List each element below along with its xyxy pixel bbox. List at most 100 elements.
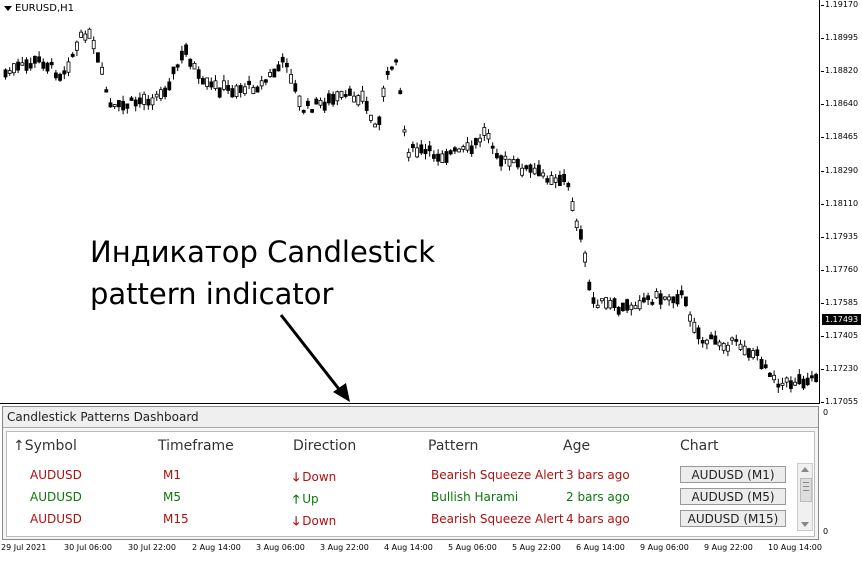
price-tick: 1.17935	[820, 231, 859, 241]
candle	[394, 58, 399, 66]
candle	[142, 91, 147, 111]
candle	[633, 301, 638, 310]
row-direction: 🡓 Down	[293, 468, 336, 489]
candle	[179, 45, 184, 64]
candle	[612, 297, 617, 311]
candle	[91, 36, 96, 54]
candle	[759, 356, 764, 370]
candle	[637, 295, 642, 311]
header-pattern[interactable]: Pattern	[428, 438, 479, 454]
candle	[814, 372, 818, 383]
header-symbol[interactable]: ↑Symbol	[13, 438, 77, 454]
candle	[499, 154, 504, 171]
candle	[755, 346, 760, 361]
candle	[322, 97, 327, 113]
price-tick: 1.18290	[820, 165, 859, 175]
dropdown-triangle-icon[interactable]	[4, 5, 12, 11]
time-tick: 29 Jul 2021	[1, 543, 47, 552]
candle	[574, 218, 579, 232]
open-chart-button[interactable]: AUDUSD (M5)	[680, 488, 786, 505]
candle	[238, 83, 243, 98]
candle	[700, 336, 705, 348]
candle	[104, 86, 109, 93]
candle	[524, 164, 529, 172]
open-chart-button[interactable]: AUDUSD (M1)	[680, 466, 786, 483]
time-tick: 30 Jul 22:00	[128, 543, 176, 552]
candle	[381, 85, 386, 102]
candle	[679, 285, 684, 299]
candle	[373, 122, 378, 128]
candle	[747, 347, 751, 361]
candle	[532, 162, 537, 176]
candle	[196, 66, 201, 84]
header-direction[interactable]: Direction	[293, 438, 357, 454]
candle	[427, 140, 432, 157]
candle	[494, 148, 499, 160]
candle	[356, 94, 361, 107]
candle	[772, 370, 776, 384]
candle	[326, 90, 331, 106]
candle	[751, 347, 755, 360]
candle	[389, 65, 394, 71]
candle	[452, 146, 457, 155]
header-chart[interactable]: Chart	[680, 438, 719, 454]
candle	[205, 77, 210, 90]
time-axis[interactable]: 29 Jul 2021 30 Jul 06:00 30 Jul 22:00 2 Aug…	[0, 541, 862, 562]
candle	[20, 56, 25, 66]
symbol-label[interactable]: EURUSD,H1	[4, 3, 74, 14]
candle	[591, 292, 596, 308]
candle	[276, 61, 281, 72]
header-timeframe[interactable]: Timeframe	[158, 438, 234, 454]
candle	[343, 90, 348, 99]
scroll-down-icon[interactable]	[801, 522, 809, 527]
candle	[247, 75, 252, 90]
candle	[406, 148, 411, 162]
price-tick: 1.17760	[820, 264, 859, 274]
scroll-up-icon[interactable]	[801, 467, 809, 472]
candle	[242, 83, 247, 96]
candle	[667, 293, 671, 306]
candle	[175, 63, 180, 72]
candle	[70, 52, 75, 58]
candle	[457, 147, 462, 153]
price-chart[interactable]: EURUSD,H1	[0, 0, 820, 404]
candle	[570, 197, 575, 212]
candle	[742, 340, 747, 356]
candle	[377, 115, 382, 131]
time-tick: 3 Aug 06:00	[256, 543, 305, 552]
arrow-down-icon: 🡓	[293, 470, 300, 484]
candle	[721, 341, 726, 354]
candle	[444, 148, 449, 166]
candle	[478, 133, 483, 148]
candle	[646, 292, 650, 305]
candle	[507, 158, 512, 171]
row-timeframe: M15	[163, 512, 189, 526]
candle	[398, 87, 403, 95]
candle	[579, 225, 583, 243]
candlestick-dashboard: Candlestick Patterns Dashboard ↑Symbol T…	[2, 406, 819, 540]
scroll-thumb[interactable]	[800, 478, 812, 502]
candle	[37, 51, 41, 64]
candle	[310, 109, 315, 114]
candle	[738, 339, 743, 351]
candle	[255, 85, 260, 93]
candle	[768, 371, 772, 377]
candle	[75, 40, 79, 57]
annotation-line-2: pattern indicator	[90, 277, 334, 311]
candle	[465, 137, 470, 153]
row-symbol: AUDUSD	[30, 512, 82, 526]
candle	[24, 57, 29, 74]
dashboard-scrollbar[interactable]	[797, 463, 813, 531]
header-age[interactable]: Age	[563, 438, 591, 454]
time-tick: 3 Aug 22:00	[320, 543, 369, 552]
candle	[7, 67, 12, 76]
candle	[301, 109, 306, 115]
candle	[54, 69, 58, 81]
candle	[566, 181, 571, 191]
candle	[810, 370, 814, 382]
row-symbol: AUDUSD	[30, 490, 82, 504]
price-axis[interactable]: 1.19170 1.18995 1.18820 1.18640 1.18465 1.182…	[820, 0, 862, 406]
row-pattern: Bearish Squeeze Alert	[431, 512, 564, 526]
candle	[402, 125, 407, 137]
open-chart-button[interactable]: AUDUSD (M15)	[680, 510, 786, 527]
